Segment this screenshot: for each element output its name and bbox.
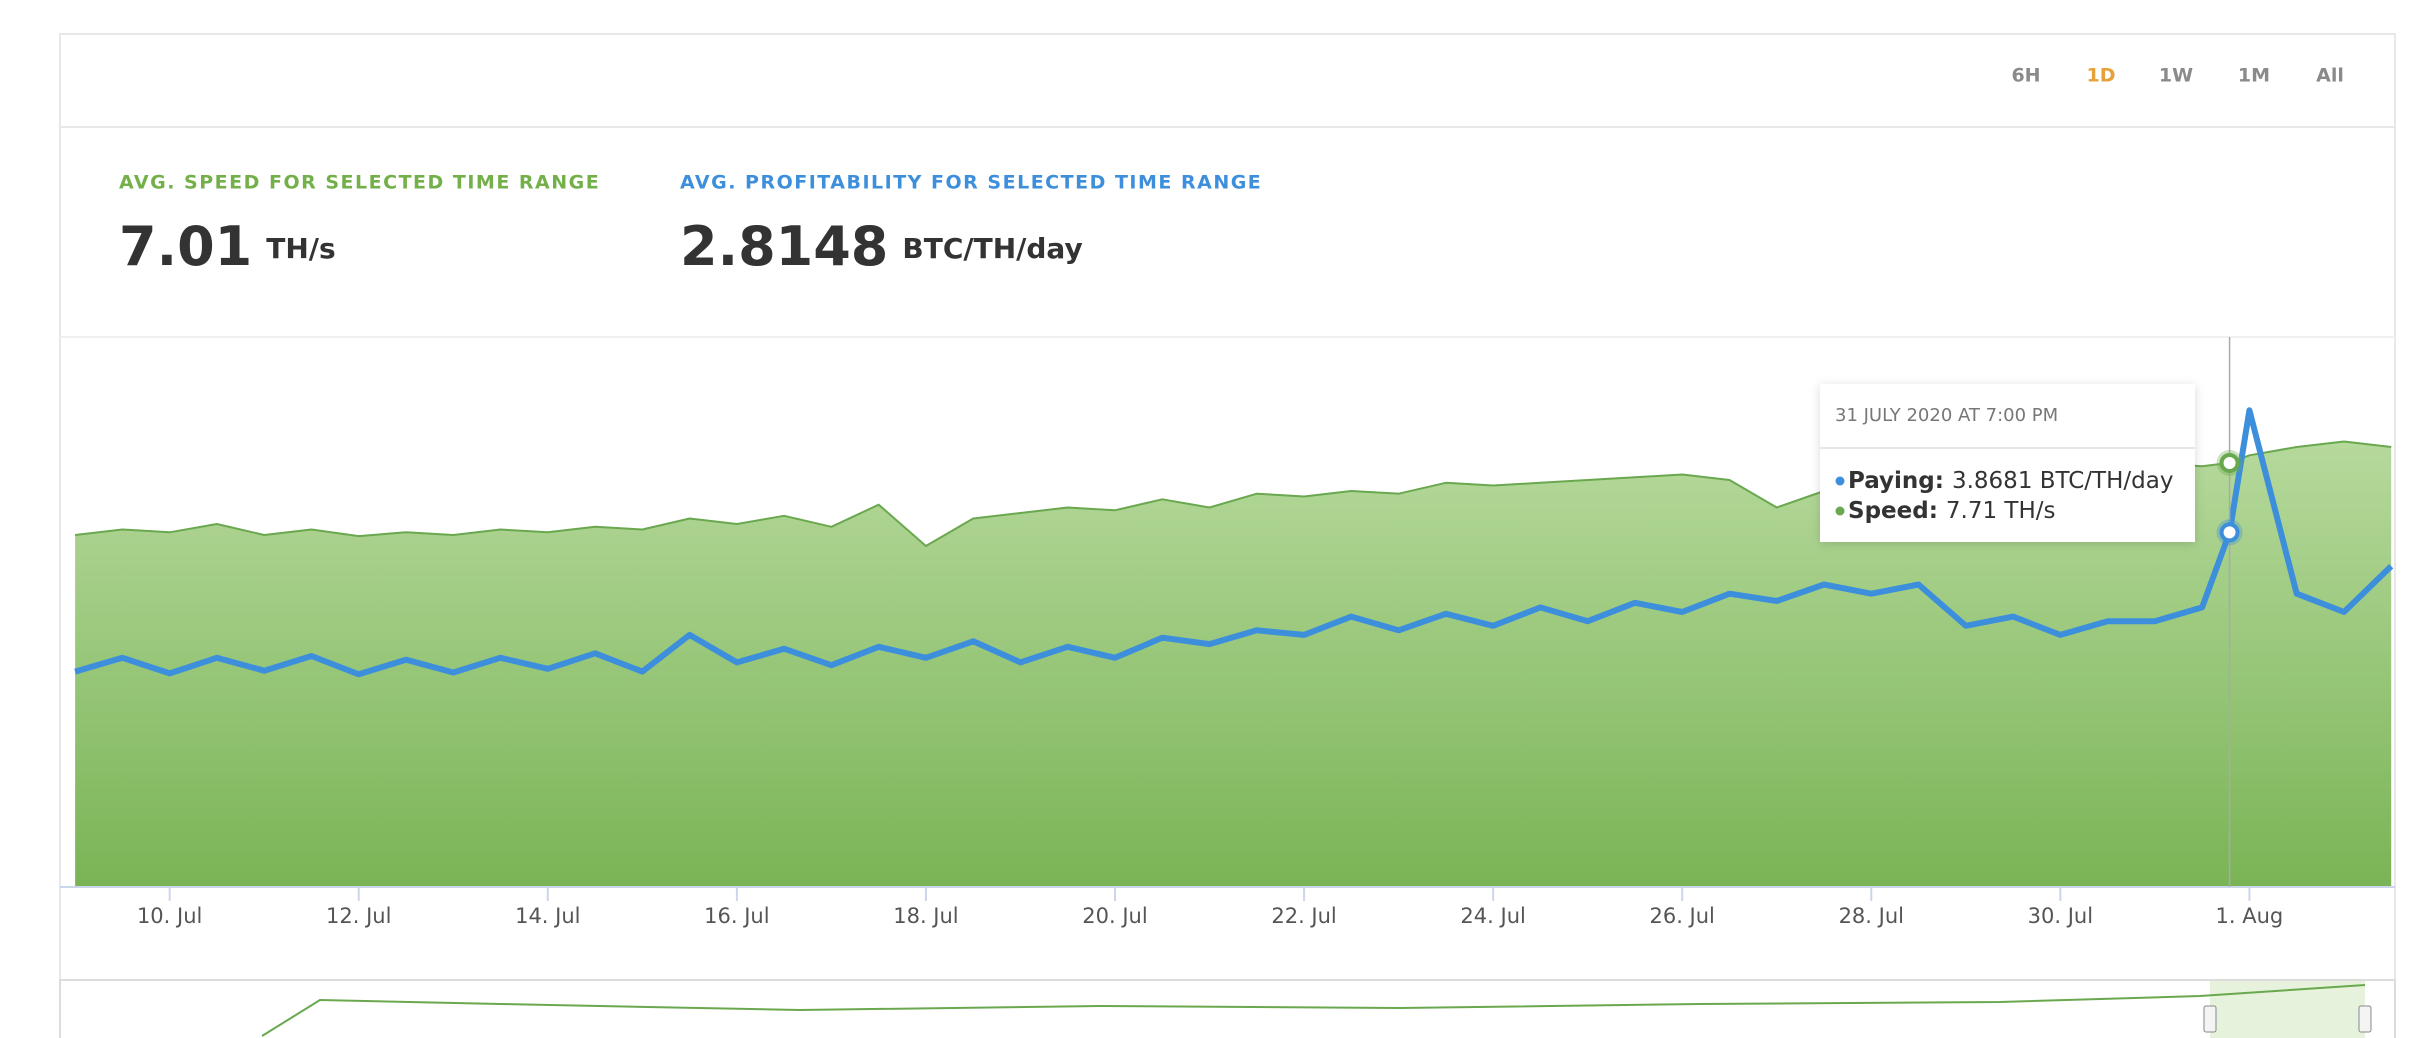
x-tick-label: 26. Jul xyxy=(1649,904,1714,928)
range-button[interactable]: All xyxy=(2316,65,2344,87)
profit-value: 2.8148 xyxy=(680,215,888,278)
hover-point xyxy=(2219,522,2240,543)
tooltip-label: Speed: xyxy=(1848,498,1938,524)
profit-stat: 2.8148 BTC/TH/day xyxy=(680,215,1083,278)
x-tick-label: 18. Jul xyxy=(893,904,958,928)
tooltip-value: 3.8681 BTC/TH/day xyxy=(1952,468,2173,494)
speed-unit: TH/s xyxy=(266,232,335,265)
tooltip-value: 7.71 TH/s xyxy=(1946,498,2056,524)
x-tick-label: 12. Jul xyxy=(326,904,391,928)
tooltip-item: Speed: 7.71 TH/s xyxy=(1848,498,2056,524)
x-tick-label: 28. Jul xyxy=(1839,904,1904,928)
speed-label: AVG. SPEED FOR SELECTED TIME RANGE xyxy=(119,172,600,194)
tooltip-bullet xyxy=(1835,476,1845,486)
navigator-handle[interactable] xyxy=(2203,1005,2217,1033)
range-button[interactable]: 1M xyxy=(2238,65,2270,87)
range-button[interactable]: 1W xyxy=(2159,65,2193,87)
navigator[interactable] xyxy=(59,979,2396,1038)
x-tick-label: 14. Jul xyxy=(515,904,580,928)
range-button[interactable]: 6H xyxy=(2011,65,2040,87)
tooltip-label: Paying: xyxy=(1848,468,1944,494)
x-tick-label: 30. Jul xyxy=(2028,904,2093,928)
x-tick-label: 22. Jul xyxy=(1271,904,1336,928)
x-tick-label: 24. Jul xyxy=(1460,904,1525,928)
navigator-handle[interactable] xyxy=(2358,1005,2372,1033)
speed-stat: 7.01 TH/s xyxy=(119,215,336,278)
navigator-line xyxy=(261,984,2366,1037)
hover-point xyxy=(2219,452,2240,473)
speed-area xyxy=(75,441,2392,887)
x-tick-label: 10. Jul xyxy=(137,904,202,928)
range-button[interactable]: 1D xyxy=(2087,65,2116,87)
tooltip-bullet xyxy=(1835,506,1845,516)
profit-unit: BTC/TH/day xyxy=(902,232,1082,265)
x-tick-label: 16. Jul xyxy=(704,904,769,928)
series-line xyxy=(74,407,2394,678)
tooltip-item: Paying: 3.8681 BTC/TH/day xyxy=(1848,468,2173,494)
x-tick-label: 1. Aug xyxy=(2216,904,2284,928)
tooltip-box xyxy=(1820,384,2195,542)
x-tick-label: 20. Jul xyxy=(1082,904,1147,928)
profit-label: AVG. PROFITABILITY FOR SELECTED TIME RAN… xyxy=(680,172,1262,194)
tooltip-title: 31 JULY 2020 AT 7:00 PM xyxy=(1835,405,2058,426)
speed-value: 7.01 xyxy=(119,215,252,278)
